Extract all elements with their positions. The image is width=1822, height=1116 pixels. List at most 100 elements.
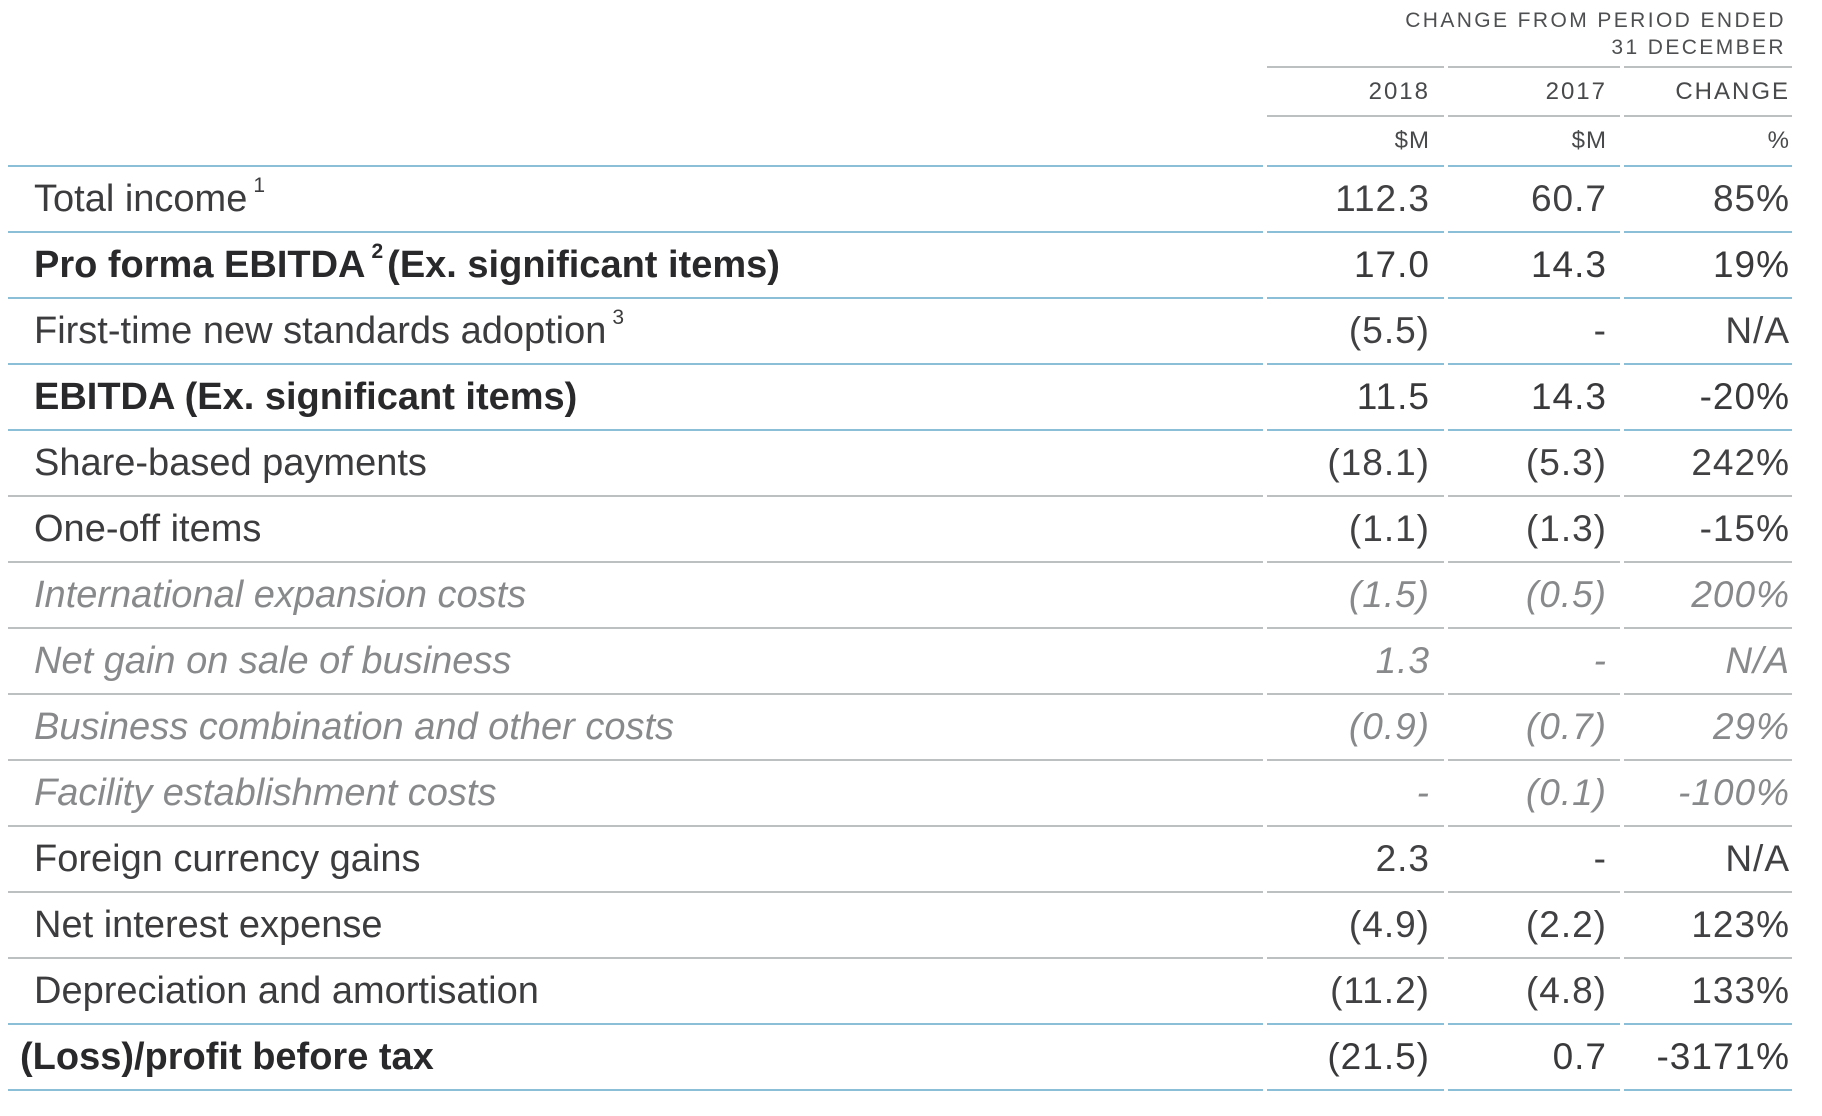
period-header-line2: 31 DECEMBER (1611, 36, 1786, 59)
row-label-text: Net gain on sale of business (34, 639, 512, 682)
value-2018: (21.5) (1267, 1025, 1444, 1091)
table-row-total-income: Total income 1 112.3 60.7 85% (8, 167, 1792, 233)
row-label-text: (Loss)/profit before tax (20, 1035, 434, 1078)
table-row-share-based-payments: Share-based payments (18.1) (5.3) 242% (8, 431, 1792, 497)
row-label: International expansion costs (8, 563, 1263, 629)
value-change: 200% (1624, 563, 1792, 629)
table-row-one-off-items: One-off items (1.1) (1.3) -15% (8, 497, 1792, 563)
value-2018: 17.0 (1267, 233, 1444, 299)
row-label: Foreign currency gains (8, 827, 1263, 893)
table-row-international-expansion: International expansion costs (1.5) (0.5… (8, 563, 1792, 629)
row-label: Net interest expense (8, 893, 1263, 959)
value-2018: (1.1) (1267, 497, 1444, 563)
row-label-text: Pro forma EBITDA (34, 243, 366, 286)
row-label-text: Facility establishment costs (34, 771, 497, 814)
row-label: Share-based payments (8, 431, 1263, 497)
row-label-text: Depreciation and amortisation (34, 969, 539, 1012)
row-label: Pro forma EBITDA 2 (Ex. significant items) (8, 233, 1263, 299)
table-row-pro-forma-ebitda: Pro forma EBITDA 2 (Ex. significant items)… (8, 233, 1792, 299)
column-header-row: 2018 2017 CHANGE (8, 66, 1792, 115)
value-change: 85% (1624, 167, 1792, 233)
results-table: CHANGE FROM PERIOD ENDED 31 DECEMBER 201… (8, 0, 1792, 1091)
value-change: 19% (1624, 233, 1792, 299)
row-label: Business combination and other costs (8, 695, 1263, 761)
column-header-2018: 2018 (1267, 66, 1444, 115)
row-label-text: First-time new standards adoption (34, 309, 607, 352)
row-label-text: Share-based payments (34, 441, 427, 484)
value-2018: 2.3 (1267, 827, 1444, 893)
value-2017: 60.7 (1448, 167, 1620, 233)
row-label: Net gain on sale of business (8, 629, 1263, 695)
table-row-facility-establishment: Facility establishment costs - (0.1) -10… (8, 761, 1792, 827)
column-header-change: CHANGE (1624, 66, 1792, 115)
row-label: Facility establishment costs (8, 761, 1263, 827)
row-label: EBITDA (Ex. significant items) (8, 365, 1263, 431)
value-2018: - (1267, 761, 1444, 827)
value-2018: (1.5) (1267, 563, 1444, 629)
value-2018: 1.3 (1267, 629, 1444, 695)
value-2017: (0.1) (1448, 761, 1620, 827)
value-2018: (5.5) (1267, 299, 1444, 365)
units-spacer (8, 115, 1263, 167)
value-change: 133% (1624, 959, 1792, 1025)
value-2018: (11.2) (1267, 959, 1444, 1025)
row-label-text: Business combination and other costs (34, 705, 675, 748)
value-change: 123% (1624, 893, 1792, 959)
value-2018: (0.9) (1267, 695, 1444, 761)
row-label-text: One-off items (34, 507, 262, 550)
table-row-business-combination: Business combination and other costs (0.… (8, 695, 1792, 761)
value-2017: (5.3) (1448, 431, 1620, 497)
value-change: N/A (1624, 629, 1792, 695)
row-label-text: Foreign currency gains (34, 837, 421, 880)
value-2017: 14.3 (1448, 233, 1620, 299)
value-2017: 0.7 (1448, 1025, 1620, 1091)
row-label-post: (Ex. significant items) (387, 243, 780, 286)
value-2018: (18.1) (1267, 431, 1444, 497)
value-change: 242% (1624, 431, 1792, 497)
table-row-first-time-adoption: First-time new standards adoption 3 (5.5)… (8, 299, 1792, 365)
table-row-net-gain-sale-business: Net gain on sale of business 1.3 - N/A (8, 629, 1792, 695)
row-label-text: International expansion costs (34, 573, 527, 616)
value-change: -3171% (1624, 1025, 1792, 1091)
value-change: -100% (1624, 761, 1792, 827)
row-label-text: EBITDA (Ex. significant items) (34, 375, 578, 418)
row-label: First-time new standards adoption 3 (8, 299, 1263, 365)
value-2017: (2.2) (1448, 893, 1620, 959)
value-change: N/A (1624, 827, 1792, 893)
table-row-ebitda: EBITDA (Ex. significant items) 11.5 14.3… (8, 365, 1792, 431)
units-2017: $M (1448, 115, 1620, 167)
value-2017: - (1448, 827, 1620, 893)
value-2017: (0.5) (1448, 563, 1620, 629)
row-label: One-off items (8, 497, 1263, 563)
value-2018: (4.9) (1267, 893, 1444, 959)
column-header-spacer (8, 66, 1263, 115)
row-label: (Loss)/profit before tax (8, 1025, 1263, 1091)
value-change: N/A (1624, 299, 1792, 365)
value-2017: (4.8) (1448, 959, 1620, 1025)
value-2017: (0.7) (1448, 695, 1620, 761)
row-label: Depreciation and amortisation (8, 959, 1263, 1025)
row-label-text: Total income (34, 177, 248, 220)
row-label: Total income 1 (8, 167, 1263, 233)
value-2017: 14.3 (1448, 365, 1620, 431)
period-header: CHANGE FROM PERIOD ENDED 31 DECEMBER (8, 0, 1792, 66)
value-change: 29% (1624, 695, 1792, 761)
value-2017: (1.3) (1448, 497, 1620, 563)
table-row-loss-profit-before-tax: (Loss)/profit before tax (21.5) 0.7 -317… (8, 1025, 1792, 1091)
value-2018: 112.3 (1267, 167, 1444, 233)
value-change: -20% (1624, 365, 1792, 431)
value-2017: - (1448, 299, 1620, 365)
table-row-depreciation-amortisation: Depreciation and amortisation (11.2) (4.… (8, 959, 1792, 1025)
column-header-2017: 2017 (1448, 66, 1620, 115)
units-change: % (1624, 115, 1792, 167)
period-header-line1: CHANGE FROM PERIOD ENDED (1405, 9, 1786, 32)
table-row-foreign-currency-gains: Foreign currency gains 2.3 - N/A (8, 827, 1792, 893)
value-2018: 11.5 (1267, 365, 1444, 431)
units-2018: $M (1267, 115, 1444, 167)
units-row: $M $M % (8, 115, 1792, 167)
table-row-net-interest-expense: Net interest expense (4.9) (2.2) 123% (8, 893, 1792, 959)
value-change: -15% (1624, 497, 1792, 563)
value-2017: - (1448, 629, 1620, 695)
row-label-text: Net interest expense (34, 903, 383, 946)
